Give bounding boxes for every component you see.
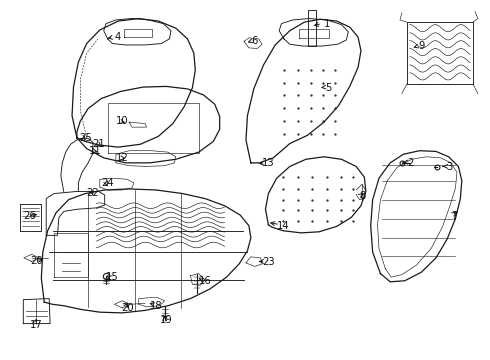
Text: 1: 1 [324,18,330,28]
Text: 18: 18 [150,301,163,311]
Text: 7: 7 [451,211,458,221]
Text: 4: 4 [114,32,121,42]
Text: 15: 15 [106,272,119,282]
Text: 20: 20 [30,256,43,266]
Text: 8: 8 [360,191,366,201]
Text: 6: 6 [251,36,258,46]
Text: 11: 11 [89,146,101,156]
Text: 16: 16 [198,276,211,286]
Text: 12: 12 [116,153,128,163]
Text: 3: 3 [446,162,453,172]
Text: 10: 10 [116,116,128,126]
Text: 26: 26 [23,211,36,221]
Text: 5: 5 [326,83,332,93]
Text: 13: 13 [262,158,275,168]
Text: 9: 9 [418,41,424,51]
Text: 21: 21 [93,139,105,149]
Text: 14: 14 [277,221,289,231]
Text: 17: 17 [30,320,43,330]
Text: 25: 25 [79,133,92,143]
Text: 22: 22 [87,188,99,198]
Text: 23: 23 [262,257,275,267]
Text: 20: 20 [121,303,133,313]
Text: 19: 19 [160,315,172,325]
Text: 2: 2 [408,158,414,168]
Text: 24: 24 [101,178,114,188]
